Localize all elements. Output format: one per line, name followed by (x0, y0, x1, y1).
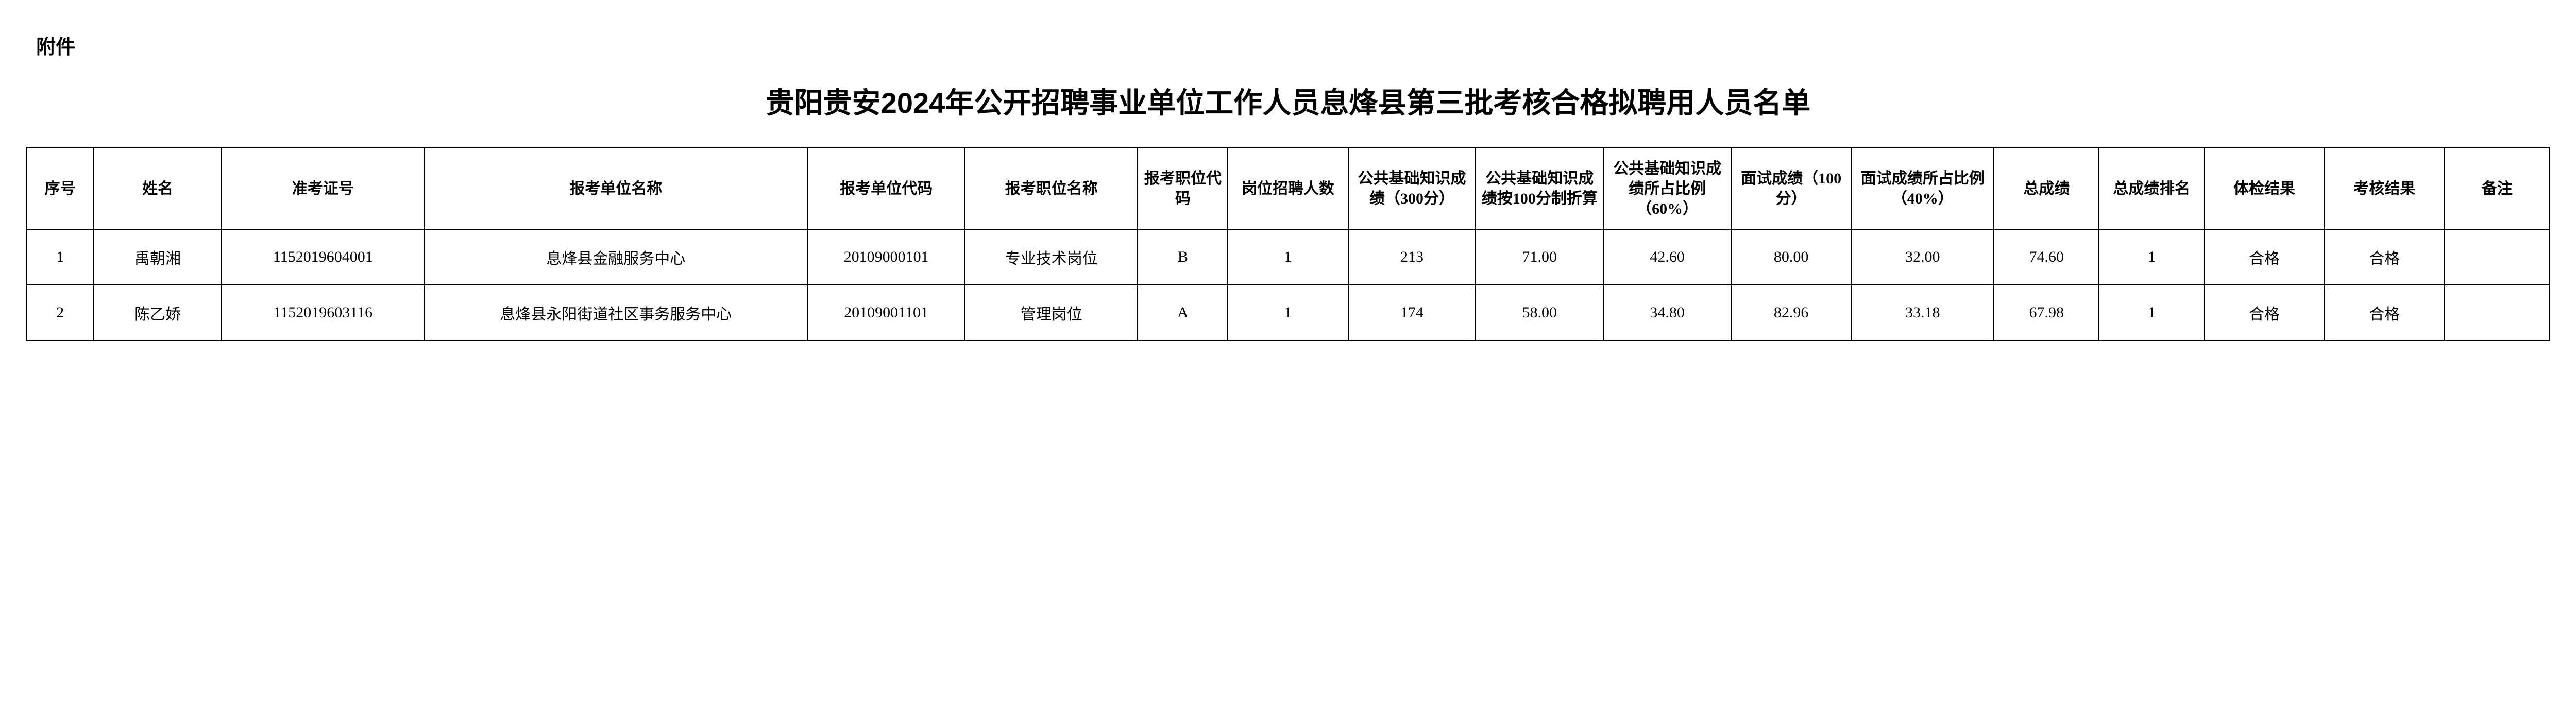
cell-seq: 1 (26, 229, 94, 285)
roster-table: 序号 姓名 准考证号 报考单位名称 报考单位代码 报考职位名称 报考职位代码 岗… (26, 147, 2550, 341)
cell-examno: 1152019603116 (222, 285, 425, 341)
cell-physical: 合格 (2204, 229, 2324, 285)
table-header-row: 序号 姓名 准考证号 报考单位名称 报考单位代码 报考职位名称 报考职位代码 岗… (26, 148, 2550, 229)
cell-remark (2445, 229, 2550, 285)
col-pub60: 公共基础知识成绩所占比例（60%） (1603, 148, 1731, 229)
cell-assess: 合格 (2325, 285, 2445, 341)
col-examno: 准考证号 (222, 148, 425, 229)
cell-name: 陈乙娇 (94, 285, 222, 341)
cell-recruit: 1 (1228, 229, 1348, 285)
cell-interview: 80.00 (1731, 229, 1851, 285)
cell-interview: 82.96 (1731, 285, 1851, 341)
cell-pub100: 58.00 (1476, 285, 1603, 341)
cell-pub300: 213 (1348, 229, 1476, 285)
table-body: 1 禹朝湘 1152019604001 息烽县金融服务中心 2010900010… (26, 229, 2550, 341)
col-seq: 序号 (26, 148, 94, 229)
col-poscode: 报考职位代码 (1138, 148, 1228, 229)
col-pub300: 公共基础知识成绩（300分） (1348, 148, 1476, 229)
col-interview40: 面试成绩所占比例（40%） (1851, 148, 1994, 229)
cell-posname: 管理岗位 (965, 285, 1138, 341)
col-unit: 报考单位名称 (425, 148, 807, 229)
col-interview: 面试成绩（100分） (1731, 148, 1851, 229)
cell-name: 禹朝湘 (94, 229, 222, 285)
col-assess: 考核结果 (2325, 148, 2445, 229)
cell-pub60: 34.80 (1603, 285, 1731, 341)
cell-interview40: 33.18 (1851, 285, 1994, 341)
cell-pub60: 42.60 (1603, 229, 1731, 285)
cell-unit: 息烽县永阳街道社区事务服务中心 (425, 285, 807, 341)
col-total: 总成绩 (1994, 148, 2099, 229)
col-physical: 体检结果 (2204, 148, 2324, 229)
table-row: 2 陈乙娇 1152019603116 息烽县永阳街道社区事务服务中心 2010… (26, 285, 2550, 341)
attachment-label: 附件 (36, 31, 2550, 59)
col-remark: 备注 (2445, 148, 2550, 229)
table-row: 1 禹朝湘 1152019604001 息烽县金融服务中心 2010900010… (26, 229, 2550, 285)
col-pub100: 公共基础知识成绩按100分制折算 (1476, 148, 1603, 229)
cell-posname: 专业技术岗位 (965, 229, 1138, 285)
cell-rank: 1 (2099, 229, 2204, 285)
cell-pub300: 174 (1348, 285, 1476, 341)
cell-physical: 合格 (2204, 285, 2324, 341)
cell-assess: 合格 (2325, 229, 2445, 285)
col-recruit: 岗位招聘人数 (1228, 148, 1348, 229)
cell-total: 74.60 (1994, 229, 2099, 285)
cell-pub100: 71.00 (1476, 229, 1603, 285)
col-name: 姓名 (94, 148, 222, 229)
cell-unit: 息烽县金融服务中心 (425, 229, 807, 285)
cell-rank: 1 (2099, 285, 2204, 341)
cell-unitcode: 20109000101 (807, 229, 965, 285)
cell-seq: 2 (26, 285, 94, 341)
cell-interview40: 32.00 (1851, 229, 1994, 285)
cell-poscode: B (1138, 229, 1228, 285)
col-posname: 报考职位名称 (965, 148, 1138, 229)
cell-examno: 1152019604001 (222, 229, 425, 285)
cell-recruit: 1 (1228, 285, 1348, 341)
page-title: 贵阳贵安2024年公开招聘事业单位工作人员息烽县第三批考核合格拟聘用人员名单 (26, 80, 2550, 122)
col-unitcode: 报考单位代码 (807, 148, 965, 229)
cell-total: 67.98 (1994, 285, 2099, 341)
cell-poscode: A (1138, 285, 1228, 341)
col-rank: 总成绩排名 (2099, 148, 2204, 229)
cell-remark (2445, 285, 2550, 341)
cell-unitcode: 20109001101 (807, 285, 965, 341)
